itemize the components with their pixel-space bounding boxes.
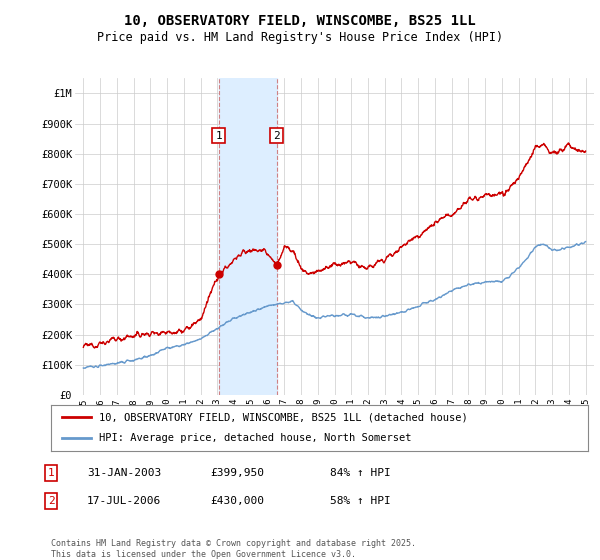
Text: 1: 1 <box>47 468 55 478</box>
Text: 10, OBSERVATORY FIELD, WINSCOMBE, BS25 1LL: 10, OBSERVATORY FIELD, WINSCOMBE, BS25 1… <box>124 14 476 28</box>
Text: £399,950: £399,950 <box>210 468 264 478</box>
Text: £430,000: £430,000 <box>210 496 264 506</box>
Text: Price paid vs. HM Land Registry's House Price Index (HPI): Price paid vs. HM Land Registry's House … <box>97 31 503 44</box>
Text: 84% ↑ HPI: 84% ↑ HPI <box>330 468 391 478</box>
Bar <box>218 78 277 395</box>
Text: 31-JAN-2003: 31-JAN-2003 <box>87 468 161 478</box>
Text: HPI: Average price, detached house, North Somerset: HPI: Average price, detached house, Nort… <box>100 433 412 444</box>
Text: 2: 2 <box>273 130 280 141</box>
Text: 58% ↑ HPI: 58% ↑ HPI <box>330 496 391 506</box>
Text: 17-JUL-2006: 17-JUL-2006 <box>87 496 161 506</box>
Text: 2: 2 <box>47 496 55 506</box>
Text: 1: 1 <box>215 130 222 141</box>
Text: 10, OBSERVATORY FIELD, WINSCOMBE, BS25 1LL (detached house): 10, OBSERVATORY FIELD, WINSCOMBE, BS25 1… <box>100 412 468 422</box>
Text: Contains HM Land Registry data © Crown copyright and database right 2025.
This d: Contains HM Land Registry data © Crown c… <box>51 539 416 559</box>
